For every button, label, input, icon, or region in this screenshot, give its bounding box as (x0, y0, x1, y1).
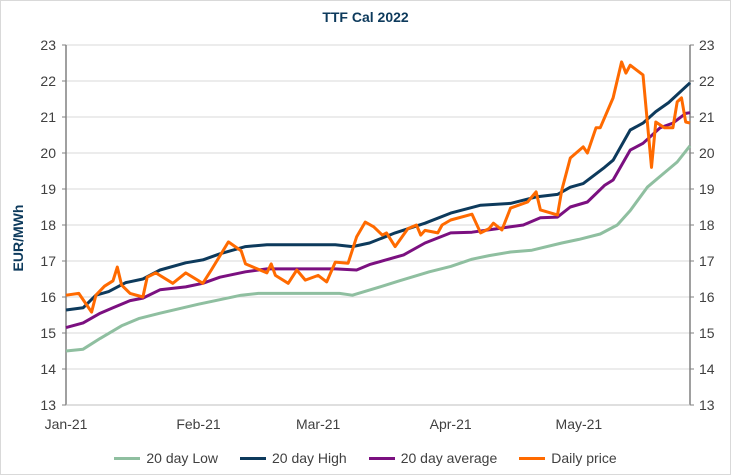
y-tick-label-right: 15 (699, 325, 715, 341)
y-tick-label-left: 13 (40, 397, 56, 413)
legend-label: Daily price (551, 450, 617, 466)
y-tick-label-left: 22 (40, 73, 56, 89)
y-tick-label-left: 23 (40, 37, 56, 53)
legend: 20 day Low 20 day High 20 day average Da… (0, 450, 731, 466)
y-tick-label-left: 17 (40, 253, 56, 269)
y-tick-label-right: 23 (699, 37, 715, 53)
x-tick-label: Jan-21 (45, 416, 88, 432)
y-tick-label-right: 18 (699, 217, 715, 233)
y-tick-label-left: 19 (40, 181, 56, 197)
y-tick-label-left: 20 (40, 145, 56, 161)
series-line-20-day-high (65, 81, 692, 312)
series-line-20-day-low (65, 144, 692, 353)
y-tick-label-left: 21 (40, 109, 56, 125)
x-tick-label: Apr-21 (430, 416, 472, 432)
y-tick-label-right: 20 (699, 145, 715, 161)
legend-swatch (519, 456, 546, 460)
x-tick-label: May-21 (556, 416, 603, 432)
legend-swatch (114, 456, 141, 460)
legend-swatch (240, 456, 266, 460)
y-tick-label-left: 16 (40, 289, 56, 305)
y-tick-label-right: 14 (699, 361, 715, 377)
y-tick-label-right: 22 (699, 73, 715, 89)
y-tick-label-right: 21 (699, 109, 715, 125)
y-tick-label-right: 13 (699, 397, 715, 413)
legend-label: 20 day Low (146, 450, 218, 466)
legend-label: 20 day High (272, 450, 347, 466)
series-line-20-day-average (65, 111, 691, 330)
y-tick-label-right: 16 (699, 289, 715, 305)
legend-item-average: 20 day average (368, 450, 498, 466)
series-line-daily-price (65, 60, 691, 314)
legend-item-low: 20 day Low (114, 450, 218, 466)
y-tick-label-right: 17 (699, 253, 715, 269)
x-tick-label: Feb-21 (176, 416, 221, 432)
y-tick-label-right: 19 (699, 181, 715, 197)
x-tick-label: Mar-21 (296, 416, 341, 432)
chart-title: TTF Cal 2022 (322, 9, 409, 25)
y-tick-label-left: 15 (40, 325, 56, 341)
legend-item-high: 20 day High (240, 450, 347, 466)
legend-swatch (368, 456, 395, 460)
legend-item-daily: Daily price (519, 450, 617, 466)
y-tick-label-left: 14 (40, 361, 56, 377)
legend-label: 20 day average (400, 450, 498, 466)
y-tick-label-left: 18 (40, 217, 56, 233)
